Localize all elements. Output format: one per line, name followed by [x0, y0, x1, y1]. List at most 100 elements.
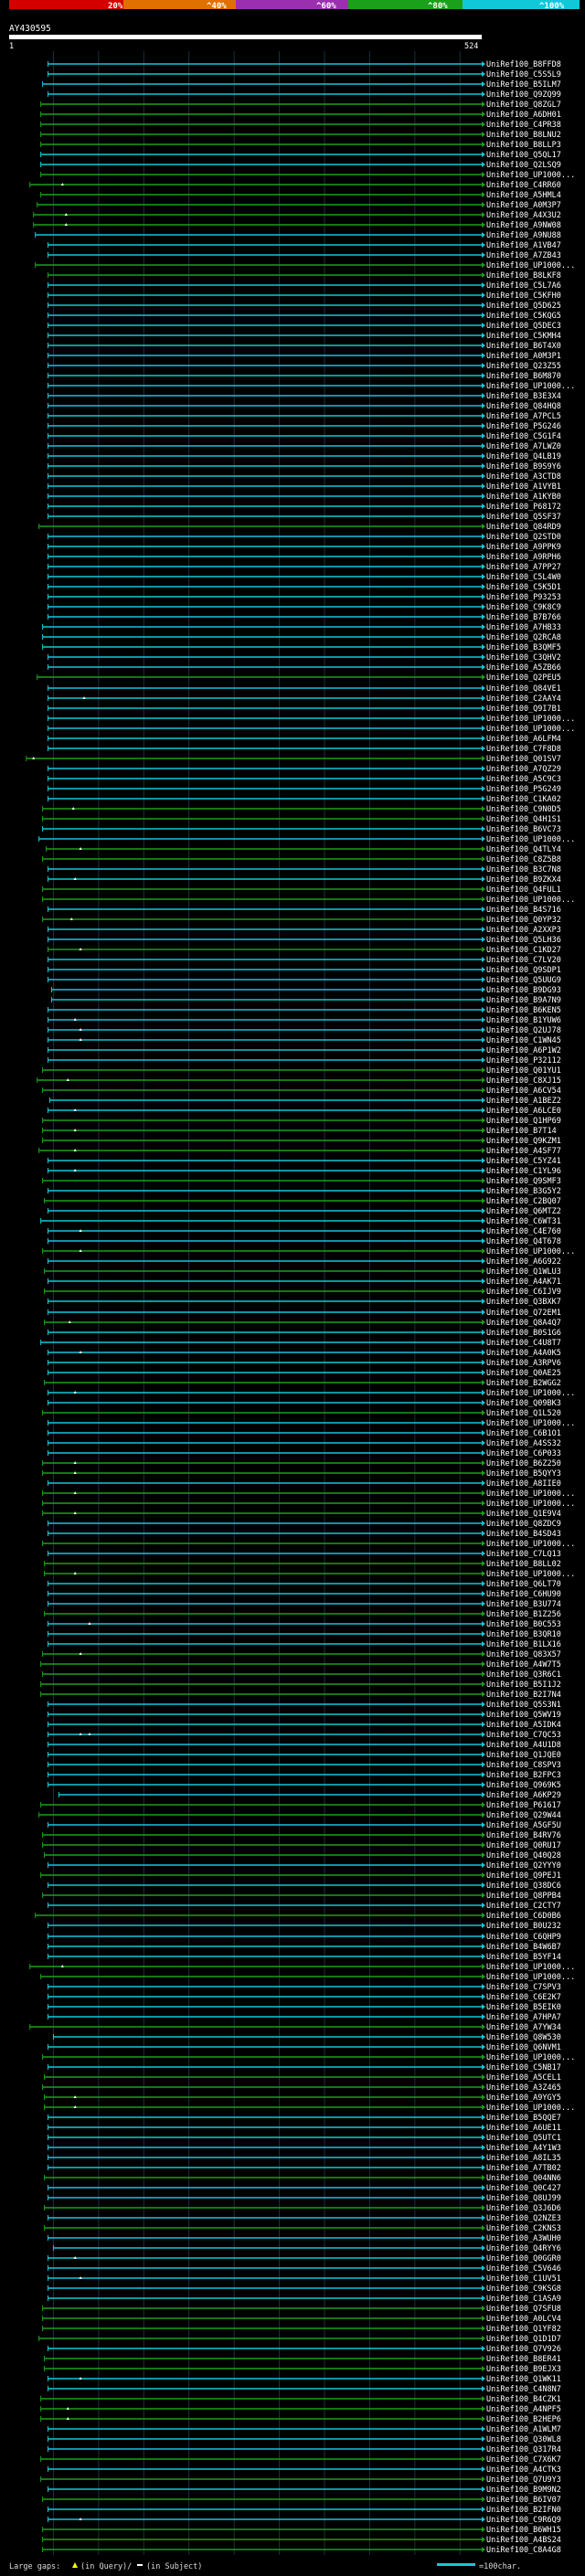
hit-label[interactable]: UniRef100_A9YGY5: [486, 2094, 561, 2103]
hit-label[interactable]: UniRef100_C1YL96: [486, 1167, 561, 1176]
hit-label[interactable]: UniRef100_B6M870: [486, 372, 561, 381]
hit-label[interactable]: UniRef100_A7HPA7: [486, 2013, 561, 2022]
hit-label[interactable]: UniRef100_A1KYB0: [486, 493, 561, 502]
hit-label[interactable]: UniRef100_Q30WL8: [486, 2435, 561, 2444]
hit-label[interactable]: UniRef100_UP1000...: [486, 171, 575, 180]
hit-label[interactable]: UniRef100_A4CTK3: [486, 2465, 561, 2475]
hit-label[interactable]: UniRef100_B4S716: [486, 906, 561, 915]
hit-label[interactable]: UniRef100_C9K8C9: [486, 603, 561, 612]
hit-label[interactable]: UniRef100_P5G249: [486, 785, 561, 794]
hit-label[interactable]: UniRef100_UP1000...: [486, 725, 575, 734]
hit-label[interactable]: UniRef100_Q7SFU8: [486, 2305, 561, 2314]
hit-label[interactable]: UniRef100_A3WUH0: [486, 2234, 561, 2243]
hit-label[interactable]: UniRef100_Q1L520: [486, 1409, 561, 1418]
hit-label[interactable]: UniRef100_A9RPH6: [486, 553, 561, 562]
hit-label[interactable]: UniRef100_Q8ZDC9: [486, 1520, 561, 1529]
hit-label[interactable]: UniRef100_A1WLM7: [486, 2425, 561, 2434]
hit-label[interactable]: UniRef100_C2AAY4: [486, 694, 561, 704]
hit-label[interactable]: UniRef100_Q01YU1: [486, 1066, 561, 1076]
hit-label[interactable]: UniRef100_Q72EM1: [486, 1309, 561, 1318]
hit-label[interactable]: UniRef100_C6D0B6: [486, 1912, 561, 1921]
hit-label[interactable]: UniRef100_Q0AE25: [486, 1369, 561, 1378]
hit-label[interactable]: UniRef100_C6B1O1: [486, 1429, 561, 1438]
hit-label[interactable]: UniRef100_Q8ZGL7: [486, 101, 561, 110]
hit-label[interactable]: UniRef100_A2XXP3: [486, 926, 561, 935]
hit-label[interactable]: UniRef100_B9EJX3: [486, 2365, 561, 2374]
hit-label[interactable]: UniRef100_C6E2K7: [486, 1993, 561, 2002]
hit-label[interactable]: UniRef100_Q9SDP1: [486, 966, 561, 975]
hit-label[interactable]: UniRef100_B3E3X4: [486, 392, 561, 401]
hit-label[interactable]: UniRef100_Q38DC6: [486, 1882, 561, 1891]
hit-label[interactable]: UniRef100_Q1WLU3: [486, 1267, 561, 1277]
hit-label[interactable]: UniRef100_A6G922: [486, 1257, 561, 1267]
hit-label[interactable]: UniRef100_Q6MTZ2: [486, 1207, 561, 1216]
hit-label[interactable]: UniRef100_Q5UUG9: [486, 976, 561, 985]
hit-label[interactable]: UniRef100_A4SF77: [486, 1147, 561, 1156]
hit-label[interactable]: UniRef100_A6KP29: [486, 1791, 561, 1800]
hit-label[interactable]: UniRef100_B6Z250: [486, 1459, 561, 1468]
hit-label[interactable]: UniRef100_UP1000...: [486, 261, 575, 270]
hit-label[interactable]: UniRef100_C6HU90: [486, 1590, 561, 1599]
hit-label[interactable]: UniRef100_C5YZ41: [486, 1157, 561, 1166]
hit-label[interactable]: UniRef100_Q317R4: [486, 2445, 561, 2454]
hit-label[interactable]: UniRef100_C4U8T7: [486, 1339, 561, 1348]
hit-label[interactable]: UniRef100_B2I7N4: [486, 1691, 561, 1700]
hit-label[interactable]: UniRef100_B3QR10: [486, 1630, 561, 1639]
hit-label[interactable]: UniRef100_B3C7N8: [486, 865, 561, 875]
hit-label[interactable]: UniRef100_Q09BK3: [486, 1399, 561, 1408]
hit-label[interactable]: UniRef100_A6DH01: [486, 111, 561, 120]
hit-label[interactable]: UniRef100_P5G246: [486, 422, 561, 431]
hit-label[interactable]: UniRef100_B0S1G6: [486, 1329, 561, 1338]
hit-label[interactable]: UniRef100_Q1YF82: [486, 2325, 561, 2334]
hit-label[interactable]: UniRef100_UP1000...: [486, 2053, 575, 2062]
hit-label[interactable]: UniRef100_A9PPK9: [486, 543, 561, 552]
hit-label[interactable]: UniRef100_Q8A4Q7: [486, 1319, 561, 1328]
hit-label[interactable]: UniRef100_Q84HQ8: [486, 402, 561, 411]
hit-label[interactable]: UniRef100_Q5S3N1: [486, 1701, 561, 1710]
hit-label[interactable]: UniRef100_Q5D625: [486, 302, 561, 311]
hit-label[interactable]: UniRef100_Q9I7B1: [486, 705, 561, 714]
hit-label[interactable]: UniRef100_Q4H1S1: [486, 815, 561, 824]
hit-label[interactable]: UniRef100_A6CV54: [486, 1087, 561, 1096]
hit-label[interactable]: UniRef100_C1KD27: [486, 946, 561, 955]
hit-label[interactable]: UniRef100_B3U774: [486, 1600, 561, 1609]
hit-label[interactable]: UniRef100_A4U1D8: [486, 1741, 561, 1750]
hit-label[interactable]: UniRef100_B9DG93: [486, 986, 561, 995]
hit-label[interactable]: UniRef100_Q7U9Y3: [486, 2475, 561, 2485]
hit-label[interactable]: UniRef100_C7QC53: [486, 1731, 561, 1740]
hit-label[interactable]: UniRef100_C2KNS3: [486, 2224, 561, 2233]
hit-label[interactable]: UniRef100_A6UE11: [486, 2124, 561, 2133]
hit-label[interactable]: UniRef100_Q0YP32: [486, 916, 561, 925]
hit-label[interactable]: UniRef100_B8LKF8: [486, 271, 561, 281]
hit-label[interactable]: UniRef100_UP1000...: [486, 1389, 575, 1398]
hit-label[interactable]: UniRef100_Q2NZE3: [486, 2214, 561, 2223]
hit-label[interactable]: UniRef100_C8XJ15: [486, 1076, 561, 1086]
hit-label[interactable]: UniRef100_Q1D1D7: [486, 2335, 561, 2344]
hit-label[interactable]: UniRef100_Q5UTC1: [486, 2134, 561, 2143]
hit-label[interactable]: UniRef100_Q2STD0: [486, 533, 561, 542]
hit-label[interactable]: UniRef100_B9M9N2: [486, 2486, 561, 2495]
hit-label[interactable]: UniRef100_Q1JQE0: [486, 1751, 561, 1760]
hit-label[interactable]: UniRef100_B6VC73: [486, 825, 561, 834]
hit-label[interactable]: UniRef100_B3QMF5: [486, 643, 561, 652]
hit-label[interactable]: UniRef100_Q0GGR0: [486, 2254, 561, 2263]
hit-label[interactable]: UniRef100_C9R6Q9: [486, 2516, 561, 2525]
hit-label[interactable]: UniRef100_Q2YYY0: [486, 1861, 561, 1871]
hit-label[interactable]: UniRef100_Q5LH36: [486, 936, 561, 945]
hit-label[interactable]: UniRef100_C5L4W0: [486, 573, 561, 582]
hit-label[interactable]: UniRef100_B4RV76: [486, 1831, 561, 1840]
hit-label[interactable]: UniRef100_C1UV51: [486, 2274, 561, 2284]
hit-label[interactable]: UniRef100_Q6LT70: [486, 1580, 561, 1589]
hit-label[interactable]: UniRef100_A7PCL5: [486, 412, 561, 421]
hit-label[interactable]: UniRef100_Q83X57: [486, 1650, 561, 1659]
hit-label[interactable]: UniRef100_Q1WK11: [486, 2375, 561, 2384]
hit-label[interactable]: UniRef100_A9NU88: [486, 231, 561, 240]
hit-label[interactable]: UniRef100_Q9ZQ99: [486, 90, 561, 100]
hit-label[interactable]: UniRef100_A0M3P7: [486, 201, 561, 210]
hit-label[interactable]: UniRef100_UP1000...: [486, 1489, 575, 1499]
hit-label[interactable]: UniRef100_C9KSG8: [486, 2284, 561, 2294]
hit-label[interactable]: UniRef100_A4Y1W3: [486, 2144, 561, 2153]
hit-label[interactable]: UniRef100_C4N8N7: [486, 2385, 561, 2394]
hit-label[interactable]: UniRef100_A7TB02: [486, 2164, 561, 2173]
hit-label[interactable]: UniRef100_B8FFD8: [486, 60, 561, 69]
